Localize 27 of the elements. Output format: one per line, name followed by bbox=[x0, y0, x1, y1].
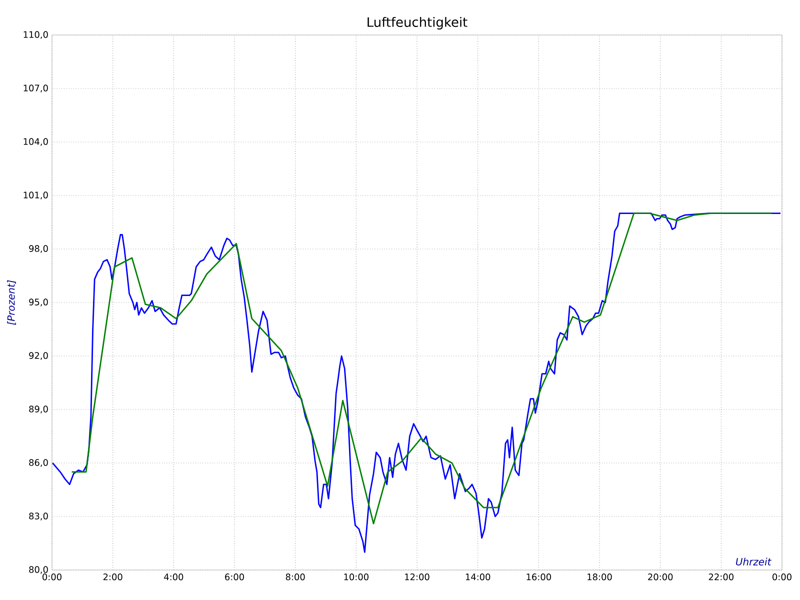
x-tick-label: 0:00 bbox=[42, 574, 62, 580]
x-tick-label: 0:00 bbox=[772, 574, 792, 580]
y-tick-label: 92,0 bbox=[29, 352, 48, 360]
y-tick-label: 110,0 bbox=[24, 31, 48, 39]
x-tick-label: 16:00 bbox=[526, 574, 551, 580]
y-tick-label: 104,0 bbox=[24, 138, 48, 146]
x-tick-label: 12:00 bbox=[405, 574, 430, 580]
x-tick-label: 18:00 bbox=[588, 574, 612, 580]
y-tick-label: 80,0 bbox=[29, 566, 48, 574]
x-tick-label: 20:00 bbox=[648, 574, 673, 580]
x-tick-label: 8:00 bbox=[286, 574, 305, 580]
x-tick-label: 6:00 bbox=[225, 574, 244, 580]
x-tick-label: 10:00 bbox=[344, 574, 368, 580]
y-tick-label: 86,0 bbox=[29, 459, 48, 467]
x-tick-label: 4:00 bbox=[164, 574, 184, 580]
chart-title: Luftfeuchtigkeit bbox=[368, 16, 468, 30]
y-tick-label: 101,0 bbox=[24, 192, 48, 200]
y-tick-label: 98,0 bbox=[29, 245, 48, 253]
y-tick-label: 107,0 bbox=[24, 84, 48, 92]
y-tick-label: 83,0 bbox=[29, 512, 48, 520]
y-tick-label: 95,0 bbox=[29, 298, 48, 306]
y-tick-label: 89,0 bbox=[29, 406, 48, 414]
x-tick-label: 2:00 bbox=[103, 574, 122, 580]
x-axis-title: Uhrzeit bbox=[736, 558, 772, 566]
x-tick-label: 14:00 bbox=[466, 574, 490, 580]
x-tick-label: 22:00 bbox=[708, 574, 734, 580]
y-axis-title: [Prozent] bbox=[7, 280, 16, 325]
